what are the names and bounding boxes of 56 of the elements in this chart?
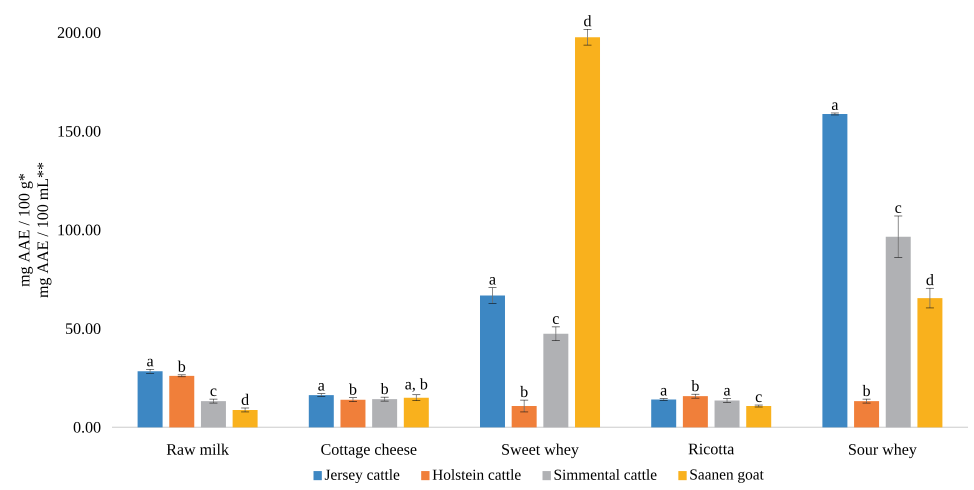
y-tick-label: 200.00 (58, 27, 100, 38)
data-label: a (724, 388, 730, 396)
data-label: b (691, 380, 699, 392)
data-label: c (552, 316, 559, 324)
bar (651, 400, 676, 428)
text: mg AAE / 100 g* (18, 174, 33, 287)
data-label: b (348, 384, 356, 395)
bar (138, 371, 163, 428)
data-label: c (756, 394, 762, 402)
x-tick-label: Sweet whey (502, 444, 579, 458)
legend-label: Saanen goat (690, 469, 764, 483)
data-label: c (895, 205, 902, 214)
data-label: b (520, 386, 528, 398)
data-label: d (926, 274, 934, 286)
x-tick-label: Raw milk (166, 444, 229, 455)
data-label: a, b (405, 378, 428, 392)
bar (917, 298, 942, 428)
data-label: a (660, 388, 668, 396)
bar (886, 236, 911, 428)
y-tick-label: 100.00 (58, 224, 100, 236)
bar (340, 400, 366, 428)
text: mg AAE / 100 mL** (37, 162, 52, 298)
bar (480, 296, 505, 428)
data-label: a (147, 358, 154, 366)
bar (169, 376, 194, 428)
bar (714, 400, 740, 428)
x-tick-label: Sour whey (849, 444, 917, 458)
bar (308, 395, 334, 428)
bar (854, 401, 880, 428)
legend-label: Jersey cattle (324, 469, 400, 484)
bar (404, 398, 429, 428)
data-label: b (862, 384, 870, 396)
data-label: c (210, 388, 216, 396)
legend-label: Holstein cattle (432, 469, 521, 480)
bar (372, 399, 398, 428)
data-label: d (242, 394, 249, 406)
bar (746, 406, 772, 428)
data-label: b (380, 382, 388, 394)
bar (543, 334, 568, 428)
y-tick-label: 50.00 (66, 323, 100, 334)
bar (232, 410, 258, 428)
y-tick-label: 0.00 (74, 422, 100, 433)
data-label: a (318, 382, 325, 391)
bar (200, 401, 226, 428)
legend-label: Simmental cattle (554, 469, 656, 480)
bar (682, 396, 708, 428)
bar (822, 114, 848, 428)
data-label: b (178, 360, 186, 372)
y-tick-label: 150.00 (58, 126, 100, 137)
bar (575, 37, 600, 428)
bar (512, 406, 537, 428)
data-label: a (832, 102, 838, 110)
x-tick-label: Ricotta (688, 444, 734, 454)
x-tick-label: Cottage cheese (321, 444, 416, 458)
data-label: d (584, 15, 592, 26)
data-label: a (490, 277, 496, 285)
